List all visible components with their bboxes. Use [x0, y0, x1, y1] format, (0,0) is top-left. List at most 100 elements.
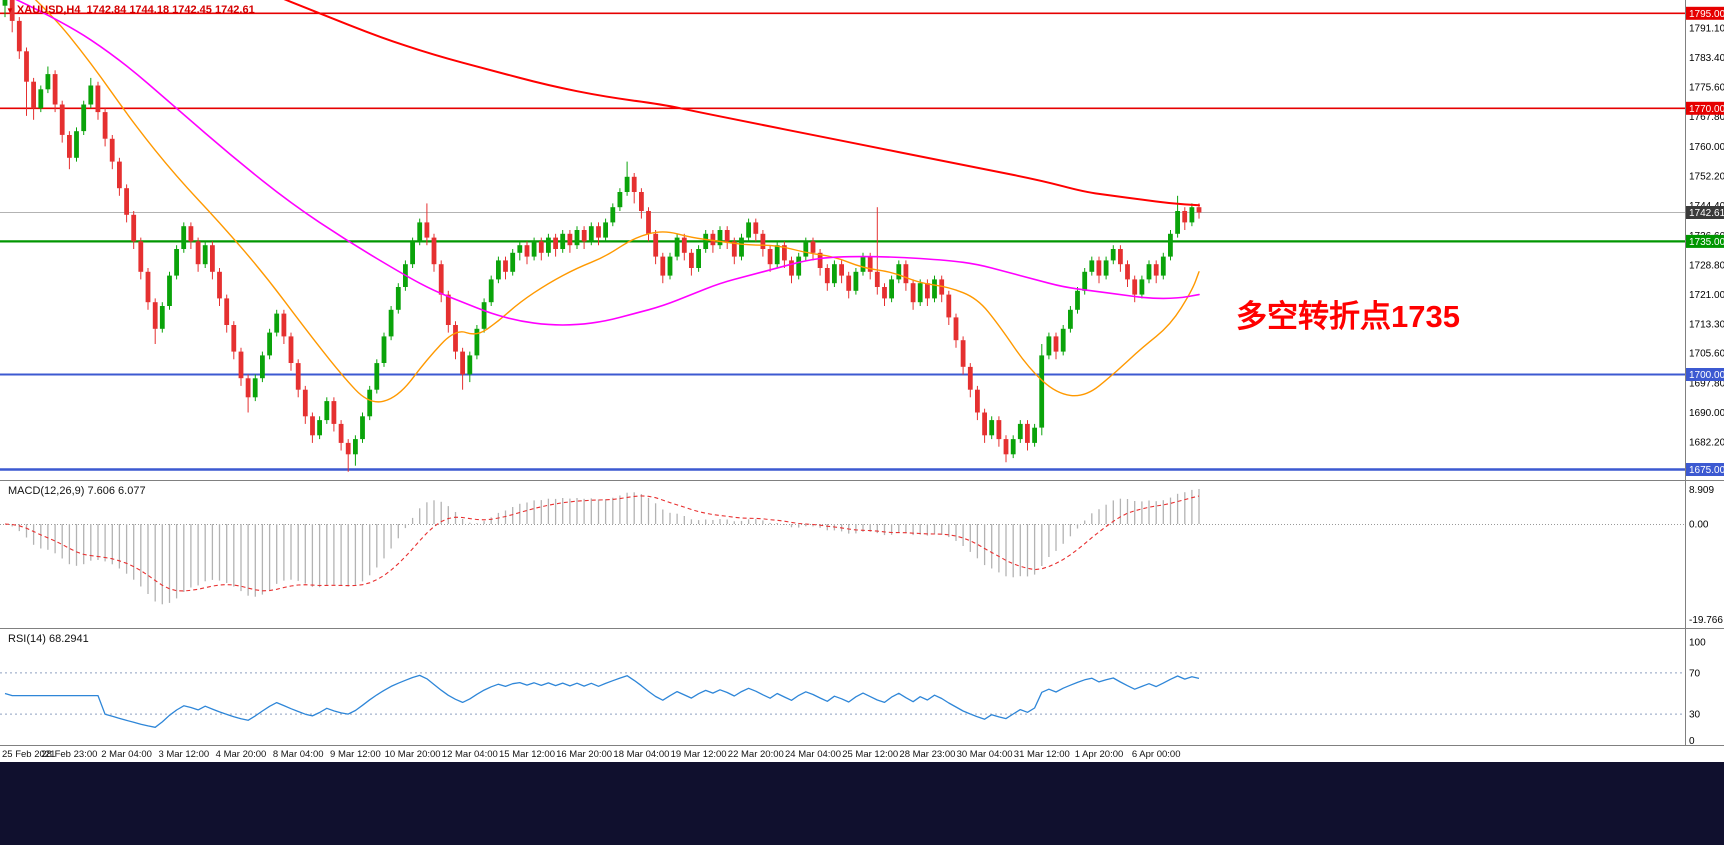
ohlc-values: 1742.84 1744.18 1742.45 1742.61	[86, 4, 255, 16]
candle-body	[453, 325, 458, 352]
candle-body	[975, 389, 980, 413]
candle-body	[960, 340, 966, 367]
candle-body	[1182, 211, 1188, 223]
main-price-pane[interactable]	[0, 0, 1685, 472]
candle-body	[1046, 336, 1052, 356]
candle-body	[124, 188, 129, 215]
candle-body	[367, 389, 373, 417]
ma-fast-orange-line	[34, 0, 1200, 403]
rsi-axis-label: 100	[1689, 638, 1706, 649]
candle-body	[874, 271, 880, 287]
time-label: 30 Mar 04:00	[957, 749, 1013, 760]
candle-series	[2, 0, 1202, 472]
svg-text:1675.00: 1675.00	[1689, 465, 1724, 476]
candle-body	[982, 412, 987, 436]
candle-body	[1017, 423, 1023, 440]
candle-body	[617, 192, 623, 208]
price-tick-label: 1713.30	[1689, 319, 1724, 330]
candle-body	[538, 241, 544, 253]
candle-body	[331, 401, 337, 424]
candle-body	[674, 237, 680, 257]
candle-body	[302, 389, 308, 417]
macd-pane: 8.909 0.00 -19.766	[0, 485, 1723, 626]
candle-body	[95, 85, 101, 113]
time-label: 28 Mar 23:00	[899, 749, 955, 760]
candle-body	[803, 241, 809, 257]
candle-body	[467, 355, 473, 375]
candle-body	[1189, 207, 1195, 223]
candle-body	[1003, 439, 1009, 455]
price-badge-1675.00: 1675.00	[1686, 463, 1724, 476]
candle-body	[681, 237, 687, 253]
candle-body	[574, 230, 580, 246]
candle-body	[117, 161, 122, 189]
candle-body	[839, 264, 844, 276]
candle-body	[553, 237, 558, 249]
time-label: 12 Mar 04:00	[442, 749, 498, 760]
candle-body	[1153, 264, 1159, 276]
candle-body	[610, 207, 616, 223]
candle-body	[739, 237, 744, 257]
time-label: 4 Mar 20:00	[216, 749, 267, 760]
rsi-line	[4, 674, 1200, 728]
candle-body	[503, 260, 508, 272]
candle-body	[603, 222, 608, 238]
candle-body	[1053, 336, 1059, 352]
time-label: 15 Mar 12:00	[499, 749, 555, 760]
rsi-axis-label: 70	[1689, 668, 1701, 679]
candle-body	[195, 241, 201, 265]
time-label: 25 Mar 12:00	[842, 749, 898, 760]
price-tick-label: 1682.20	[1689, 438, 1724, 449]
candle-body	[131, 214, 137, 242]
dropdown-arrow-icon[interactable]: ▼	[6, 6, 14, 15]
current-price-badge: 1742.61	[1686, 206, 1724, 219]
candle-body	[1082, 271, 1088, 291]
candle-body	[460, 351, 465, 375]
candle-body	[889, 279, 894, 299]
ma-mid-magenta-line	[15, 0, 1200, 326]
candle-body	[882, 287, 887, 299]
rsi-indicator-label: RSI(14) 68.2941	[8, 633, 89, 645]
price-tick-label: 1705.60	[1689, 349, 1724, 360]
candle-body	[59, 104, 65, 135]
candle-body	[932, 279, 937, 299]
bottom-dark-bar	[0, 762, 1724, 845]
candle-body	[202, 245, 208, 265]
price-tick-label: 1721.00	[1689, 290, 1724, 301]
candle-body	[381, 336, 387, 363]
candle-body	[159, 306, 165, 329]
candle-body	[38, 89, 44, 109]
candle-body	[853, 271, 859, 291]
candle-body	[653, 233, 659, 257]
candle-body	[31, 81, 36, 109]
candle-body	[1010, 439, 1016, 455]
candle-body	[267, 332, 272, 356]
candle-body	[481, 302, 487, 329]
time-label: 28 Feb 23:00	[41, 749, 97, 760]
price-badge-1735.00: 1735.00	[1686, 234, 1724, 248]
candle-body	[281, 313, 287, 337]
candle-body	[946, 294, 952, 318]
price-badge-1700.00: 1700.00	[1686, 368, 1724, 381]
candle-body	[217, 271, 222, 299]
candle-body	[431, 237, 437, 265]
time-label: 6 Apr 00:00	[1132, 749, 1181, 760]
time-label: 25 Feb 2021	[2, 749, 55, 760]
candle-body	[774, 245, 780, 265]
candle-body	[696, 249, 701, 268]
candle-body	[760, 233, 766, 249]
candle-body	[524, 245, 530, 257]
price-axis[interactable]: 1791.10 1783.40 1775.60 1767.80 1760.00 1752.…	[1685, 0, 1724, 746]
time-label: 22 Mar 20:00	[728, 749, 784, 760]
macd-indicator-label: MACD(12,26,9) 7.606 6.077	[8, 485, 146, 497]
candle-body	[138, 241, 144, 272]
candle-body	[167, 275, 172, 306]
candle-body	[81, 104, 87, 132]
candle-body	[360, 416, 365, 440]
candle-body	[1032, 427, 1037, 443]
svg-text:1795.00: 1795.00	[1689, 9, 1724, 20]
candle-body	[846, 275, 852, 291]
